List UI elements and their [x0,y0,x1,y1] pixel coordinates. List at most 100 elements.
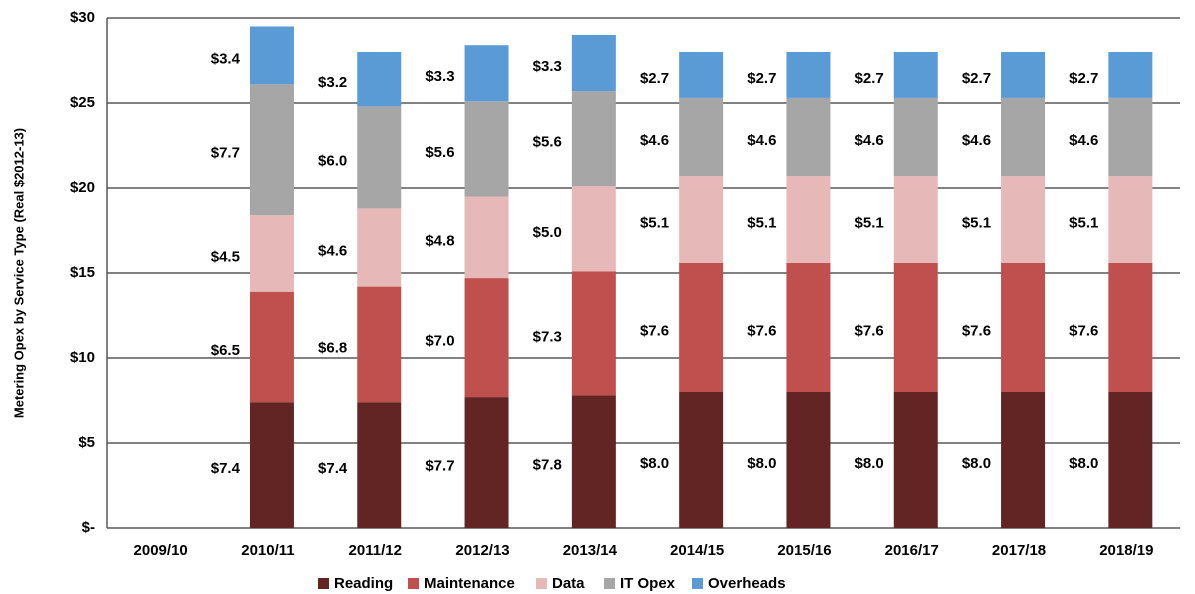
bar-segment [464,196,509,279]
legend-label: Overheads [708,575,786,592]
value-label: $5.1 [962,214,991,231]
bar-segment [893,97,938,177]
value-label: $4.8 [425,232,454,249]
bar-segment [464,397,509,528]
bar-segment [893,262,938,392]
bar-segment [1001,392,1046,528]
bar-segment [1108,52,1153,98]
value-label: $4.6 [962,132,991,149]
value-label: $3.2 [318,74,347,91]
bar-segment [679,262,724,392]
value-label: $2.7 [1069,70,1098,87]
bar-segment [786,262,831,392]
value-label: $5.6 [425,144,454,161]
legend-swatch [604,578,615,589]
bar-segment [893,392,938,528]
y-tick-label: $5 [78,434,95,451]
y-axis-title: Metering Opex by Service Type (Real $201… [11,128,26,418]
legend-swatch [692,578,703,589]
legend-label: IT Opex [620,575,676,592]
value-label: $7.6 [747,322,776,339]
bar-segment [679,52,724,98]
bar-segment [249,291,294,403]
bar-segment [571,395,616,528]
bar-segment [1108,97,1153,177]
value-label: $5.1 [855,214,884,231]
bar-segment [893,52,938,98]
value-label: $2.7 [640,70,669,87]
x-tick-label: 2015/16 [777,542,831,559]
bar-segment [679,392,724,528]
value-label: $7.3 [533,328,562,345]
y-tick-label: $15 [70,264,95,281]
bar-segment [893,176,938,263]
value-label: $7.6 [855,322,884,339]
value-label: $4.6 [1069,132,1098,149]
value-label: $8.0 [855,455,884,472]
value-label: $5.0 [533,224,562,241]
bar-segment [571,35,616,92]
value-label: $3.3 [425,68,454,85]
legend-label: Data [552,575,585,592]
bar-segment [679,176,724,263]
bar-segment [786,392,831,528]
value-label: $5.1 [1069,214,1098,231]
value-label: $6.5 [211,342,240,359]
y-tick-label: $- [82,519,95,536]
value-label: $7.7 [211,145,240,162]
bar-segment [249,402,294,528]
legend-swatch [536,578,547,589]
bar-segment [1108,262,1153,392]
legend-swatch [318,578,329,589]
y-tick-label: $30 [70,9,95,26]
value-label: $7.8 [533,457,562,474]
value-label: $3.4 [211,50,241,67]
x-tick-label: 2009/10 [134,542,188,559]
value-label: $4.6 [747,132,776,149]
value-label: $7.4 [318,460,348,477]
legend-swatch [408,578,419,589]
value-label: $5.1 [747,214,776,231]
value-label: $7.4 [211,460,241,477]
value-label: $6.0 [318,152,347,169]
bar-segment [464,278,509,398]
bar-segment [786,52,831,98]
bar-segment [1001,97,1046,177]
value-label: $8.0 [640,455,669,472]
bar-segment [1108,392,1153,528]
value-label: $7.6 [640,322,669,339]
bar-segment [679,97,724,177]
bar-segment [464,101,509,197]
value-label: $2.7 [855,70,884,87]
value-label: $7.6 [962,322,991,339]
x-tick-label: 2011/12 [349,542,402,559]
bar-segment [1001,176,1046,263]
bar-segment [357,208,402,287]
bar-segment [786,176,831,263]
value-label: $2.7 [962,70,991,87]
x-tick-label: 2012/13 [455,542,509,559]
value-label: $7.6 [1069,322,1098,339]
x-tick-label: 2014/15 [670,542,724,559]
bar-segment [571,91,616,187]
x-tick-label: 2017/18 [992,542,1046,559]
legend-label: Maintenance [424,575,515,592]
bar-segment [1001,52,1046,98]
x-tick-label: 2018/19 [1099,542,1153,559]
y-tick-label: $20 [70,179,95,196]
bar-segment [249,215,294,292]
bar-segment [357,52,402,107]
bar-segment [1108,176,1153,263]
value-label: $6.8 [318,339,347,356]
bar-segment [357,402,402,528]
bar-segment [571,271,616,396]
bar-segment [357,286,402,403]
legend-label: Reading [334,575,393,592]
value-label: $7.7 [425,458,454,475]
x-tick-label: 2010/11 [241,542,294,559]
value-label: $7.0 [425,333,454,350]
bar-segment [464,45,509,102]
value-label: $5.1 [640,214,669,231]
bar-segment [571,186,616,272]
